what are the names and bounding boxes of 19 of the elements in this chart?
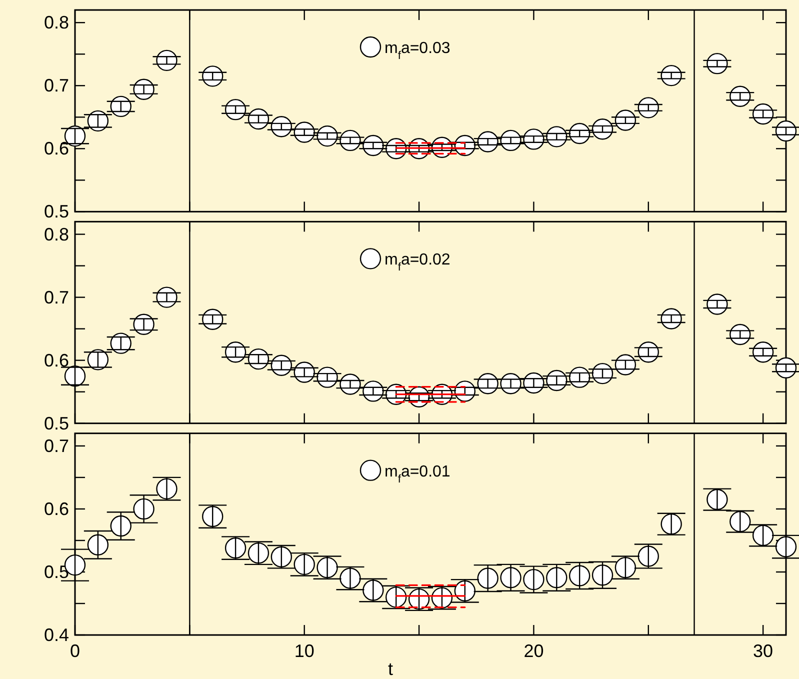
y-tick-label: 0.7 — [44, 436, 69, 456]
y-tick-label: 0.6 — [44, 350, 69, 370]
x-tick-label: 30 — [753, 641, 774, 661]
y-tick-label: 0.5 — [44, 562, 69, 582]
legend-label: m$_{f}$a=0.02 — [384, 252, 450, 274]
y-tick-label: 0.7 — [44, 76, 69, 96]
legend-label: m$_{f}$a=0.01 — [384, 463, 450, 486]
legend-label: m$_{f}$a=0.03 — [384, 40, 450, 62]
y-tick-label: 0.6 — [44, 498, 69, 519]
y-tick-label: 0.4 — [44, 625, 69, 645]
x-tick-label: 20 — [524, 641, 544, 661]
y-tick-label: 0.8 — [44, 224, 69, 244]
x-tick-label: 0 — [70, 641, 80, 661]
y-tick-label: 0.8 — [44, 12, 69, 33]
x-axis-title: t — [388, 659, 394, 679]
y-tick-label: 0.7 — [44, 287, 69, 308]
y-tick-label: 0.5 — [44, 202, 69, 222]
y-tick-label: 0.5 — [44, 413, 69, 434]
x-tick-label: 10 — [294, 641, 314, 661]
